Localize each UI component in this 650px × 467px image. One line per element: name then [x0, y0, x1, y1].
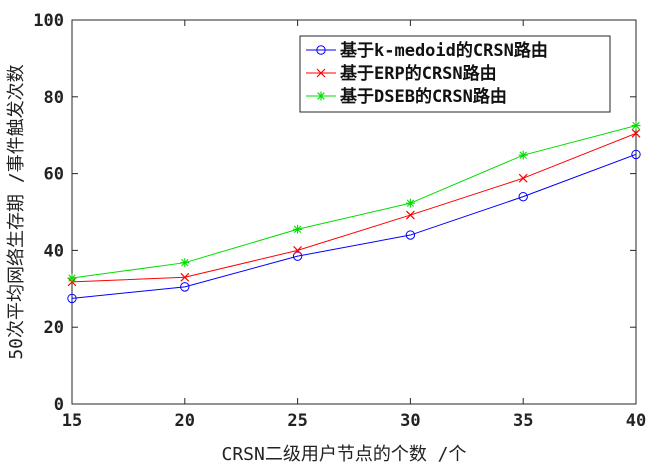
- data-point: [631, 128, 641, 138]
- plot-border: [71, 19, 637, 405]
- series-line: [71, 125, 637, 279]
- series-3: [67, 121, 641, 283]
- y-tick-label: 100: [33, 11, 64, 31]
- series-2: [67, 128, 641, 287]
- data-point: [180, 282, 190, 292]
- data-point: [405, 198, 415, 208]
- y-axis-label: 50次平均网络生存期 /事件触发次数: [6, 64, 27, 359]
- x-tick-label: 15: [62, 411, 82, 431]
- series-layer: [67, 121, 641, 304]
- data-point: [518, 173, 528, 183]
- legend-marker: [316, 91, 326, 101]
- data-point: [67, 273, 77, 283]
- data-point: [518, 191, 528, 202]
- data-point: [405, 230, 416, 240]
- data-point: [180, 258, 190, 268]
- series-1: [67, 149, 641, 304]
- x-tick-label: 30: [400, 411, 420, 431]
- series-line: [71, 132, 637, 283]
- data-point: [180, 272, 190, 282]
- legend-label: 基于DSEB的CRSN路由: [339, 86, 507, 107]
- x-tick-label: 40: [626, 411, 646, 431]
- plot-frame: [71, 19, 637, 405]
- legend-label: 基于ERP的CRSN路由: [339, 63, 497, 84]
- x-tick-label: 25: [287, 411, 307, 431]
- data-point: [293, 245, 303, 255]
- data-point: [292, 251, 303, 261]
- legend-item: 基于DSEB的CRSN路由: [306, 86, 507, 107]
- data-point: [631, 121, 641, 131]
- data-point: [293, 224, 303, 234]
- legend: 基于k-medoid的CRSN路由基于ERP的CRSN路由基于DSEB的CRSN…: [299, 35, 611, 113]
- x-tick-label: 35: [513, 411, 533, 431]
- x-axis-ticks: 15 20 25 30 35 40: [62, 20, 646, 431]
- y-tick-label: 20: [44, 318, 64, 338]
- legend-marker: [316, 68, 326, 78]
- legend-box: [299, 35, 611, 113]
- data-point: [631, 149, 641, 160]
- legend-marker: [316, 45, 326, 55]
- data-point: [518, 150, 528, 160]
- x-axis-label: CRSN二级用户节点的个数 /个: [221, 444, 466, 465]
- legend-item: 基于ERP的CRSN路由: [306, 63, 497, 84]
- legend-item: 基于k-medoid的CRSN路由: [306, 40, 548, 61]
- x-tick-label: 20: [175, 411, 195, 431]
- legend-label: 基于k-medoid的CRSN路由: [339, 40, 548, 61]
- y-tick-label: 60: [44, 165, 64, 185]
- y-tick-label: 40: [44, 241, 64, 261]
- series-line: [71, 153, 637, 299]
- data-point: [405, 210, 415, 220]
- y-tick-label: 0: [54, 395, 64, 415]
- y-axis-ticks: 0 20 40 60 80 100: [33, 11, 636, 415]
- data-point: [67, 293, 77, 304]
- y-tick-label: 80: [44, 88, 64, 108]
